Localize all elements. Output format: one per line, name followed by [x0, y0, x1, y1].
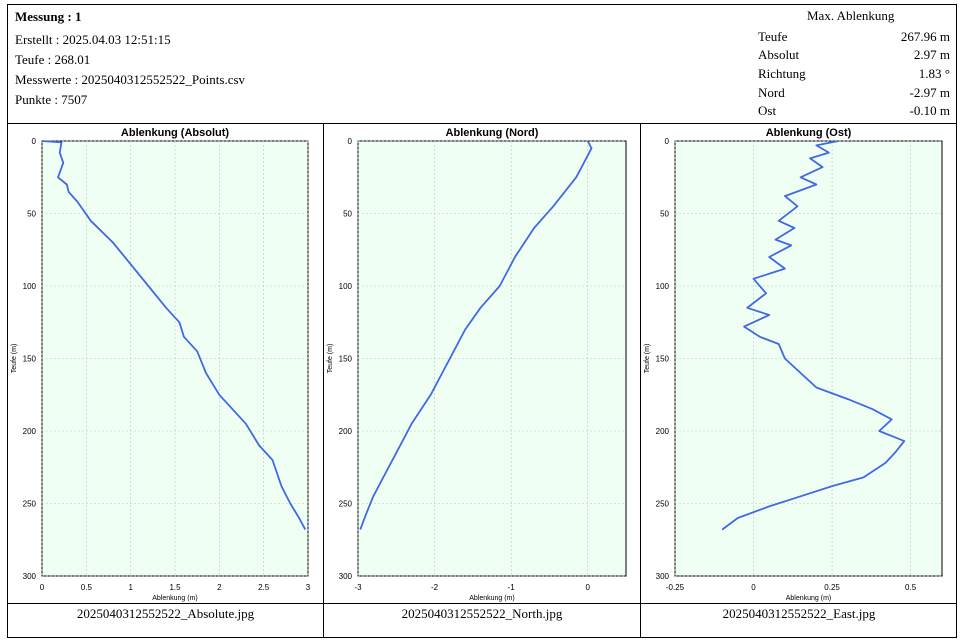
created-timestamp: Erstellt : 2025.04.03 12:51:15 [15, 32, 171, 47]
y-tick-label: 250 [656, 500, 670, 509]
x-axis-label-east: Ablenkung (m) [786, 595, 832, 602]
y-axis-label-east: Teufe (m) [644, 344, 651, 374]
depth-value: Teufe : 268.01 [15, 52, 91, 67]
east-max-value: -0.10 m [909, 103, 950, 118]
x-axis-label-absolute: Ablenkung (m) [152, 595, 198, 602]
caption-divider [7, 603, 957, 604]
series-line-north [359, 140, 593, 530]
y-tick-label: 0 [32, 137, 37, 146]
y-tick-label: 100 [339, 282, 353, 291]
header-divider [7, 123, 957, 124]
max-deflection-heading: Max. Ablenkung [807, 8, 895, 23]
y-axis-label-north: Teufe (m) [327, 344, 334, 374]
x-tick-label: -3 [354, 583, 362, 592]
x-tick-label: 0.5 [81, 583, 93, 592]
direction-max-value: 1.83 ° [918, 66, 950, 81]
caption-east: 2025040312552522_East.jpg [722, 606, 876, 621]
x-tick-label: -0.25 [666, 583, 685, 592]
chart-title-east: Ablenkung (Ost) [766, 127, 852, 139]
x-tick-label: 0.5 [905, 583, 917, 592]
y-tick-label: 50 [27, 210, 36, 219]
x-axis-label-north: Ablenkung (m) [469, 595, 515, 602]
x-tick-label: 1 [128, 583, 133, 592]
y-tick-label: 200 [339, 427, 353, 436]
y-tick-label: 0 [665, 137, 670, 146]
x-tick-label: 2 [217, 583, 222, 592]
absolute-label: Absolut [758, 47, 800, 62]
x-tick-label: 0 [585, 583, 590, 592]
y-tick-label: 250 [23, 500, 37, 509]
x-tick-label: 3 [306, 583, 311, 592]
panel-divider-2 [640, 123, 641, 638]
points-count: Punkte : 7507 [15, 92, 88, 107]
x-tick-label: 1.5 [169, 583, 181, 592]
depth-label: Teufe [758, 29, 788, 44]
direction-label: Richtung [758, 66, 806, 81]
y-tick-label: 150 [656, 355, 670, 364]
x-tick-label: 0 [751, 583, 756, 592]
y-tick-label: 100 [23, 282, 37, 291]
report-frame [7, 4, 957, 638]
chart-title-absolute: Ablenkung (Absolut) [121, 127, 229, 139]
panel-divider-1 [323, 123, 324, 638]
y-tick-label: 150 [23, 355, 37, 364]
north-max-value: -2.97 m [909, 85, 950, 100]
y-axis-label-absolute: Teufe (m) [11, 344, 18, 374]
measurement-title: Messung : 1 [15, 9, 82, 24]
x-tick-label: -1 [508, 583, 516, 592]
y-tick-label: 50 [660, 210, 669, 219]
y-tick-label: 200 [656, 427, 670, 436]
series-line-absolute [41, 140, 307, 531]
y-tick-label: 50 [343, 210, 352, 219]
caption-absolute: 2025040312552522_Absolute.jpg [76, 606, 255, 621]
x-tick-label: 0.25 [824, 583, 840, 592]
x-tick-label: 2.5 [258, 583, 270, 592]
depth-max-value: 267.96 m [900, 29, 950, 44]
caption-north: 2025040312552522_North.jpg [401, 606, 563, 621]
east-label: Ost [758, 103, 777, 118]
y-tick-label: 300 [23, 572, 37, 581]
y-tick-label: 0 [348, 137, 353, 146]
y-tick-label: 300 [656, 572, 670, 581]
x-tick-label: -2 [431, 583, 439, 592]
y-tick-label: 200 [23, 427, 37, 436]
chart-title-north: Ablenkung (Nord) [446, 127, 539, 139]
y-tick-label: 150 [339, 355, 353, 364]
absolute-max-value: 2.97 m [913, 47, 950, 62]
y-tick-label: 100 [656, 282, 670, 291]
values-file: Messwerte : 2025040312552522_Points.csv [15, 72, 246, 87]
x-tick-label: 0 [40, 583, 45, 592]
series-line-east [721, 140, 906, 531]
north-label: Nord [758, 85, 785, 100]
y-tick-label: 250 [339, 500, 353, 509]
y-tick-label: 300 [339, 572, 353, 581]
